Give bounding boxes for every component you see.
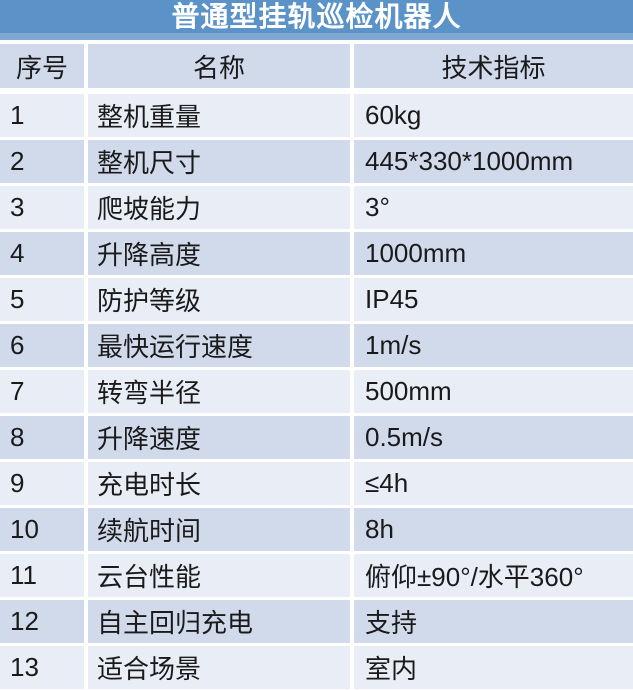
row-cell-index: 4 [0,232,84,275]
row-cell-name: 防护等级 [88,278,350,321]
row-cell-name: 续航时间 [88,508,350,551]
row-cell-index: 8 [0,416,84,459]
table-row: 12 自主回归充电 支持 [0,600,633,643]
row-cell-spec: 1m/s [354,324,633,367]
row-cell-index: 3 [0,186,84,229]
row-cell-index: 6 [0,324,84,367]
row-cell-spec: 8h [354,508,633,551]
row-cell-spec: 1000mm [354,232,633,275]
header-cell-name: 名称 [88,44,350,88]
table-row: 2 整机尺寸 445*330*1000mm [0,140,633,183]
table-row: 3 爬坡能力 3° [0,186,633,229]
row-cell-name: 适合场景 [88,646,350,689]
row-cell-spec: 俯仰±90°/水平360° [354,554,633,597]
row-cell-index: 10 [0,508,84,551]
row-cell-spec: 60kg [354,94,633,137]
row-cell-name: 转弯半径 [88,370,350,413]
row-cell-name: 自主回归充电 [88,600,350,643]
row-cell-index: 1 [0,94,84,137]
row-cell-spec: 500mm [354,370,633,413]
row-cell-index: 7 [0,370,84,413]
row-cell-name: 最快运行速度 [88,324,350,367]
row-cell-name: 爬坡能力 [88,186,350,229]
row-cell-index: 11 [0,554,84,597]
table-row: 11 云台性能 俯仰±90°/水平360° [0,554,633,597]
table-row: 5 防护等级 IP45 [0,278,633,321]
table-row: 6 最快运行速度 1m/s [0,324,633,367]
row-cell-name: 整机重量 [88,94,350,137]
row-cell-name: 云台性能 [88,554,350,597]
row-cell-index: 13 [0,646,84,689]
row-cell-name: 升降速度 [88,416,350,459]
table-row: 13 适合场景 室内 [0,646,633,689]
table-row: 9 充电时长 ≤4h [0,462,633,505]
table-row: 8 升降速度 0.5m/s [0,416,633,459]
table-title: 普通型挂轨巡检机器人 [171,1,462,32]
table-row: 4 升降高度 1000mm [0,232,633,275]
row-cell-index: 2 [0,140,84,183]
row-cell-spec: 445*330*1000mm [354,140,633,183]
row-cell-index: 9 [0,462,84,505]
row-cell-name: 充电时长 [88,462,350,505]
table-body: 1 整机重量 60kg 2 整机尺寸 445*330*1000mm 3 爬坡能力 3° 4 升降高度… [0,94,633,689]
table-title-bar: 普通型挂轨巡检机器人 [0,0,633,40]
table-row: 7 转弯半径 500mm [0,370,633,413]
row-cell-index: 5 [0,278,84,321]
row-cell-name: 整机尺寸 [88,140,350,183]
row-cell-spec: IP45 [354,278,633,321]
row-cell-spec: 0.5m/s [354,416,633,459]
row-cell-spec: 室内 [354,646,633,689]
row-cell-index: 12 [0,600,84,643]
row-cell-spec: ≤4h [354,462,633,505]
header-cell-index: 序号 [0,44,84,88]
header-cell-spec: 技术指标 [354,44,633,88]
table-row: 10 续航时间 8h [0,508,633,551]
table-row: 1 整机重量 60kg [0,94,633,137]
row-cell-name: 升降高度 [88,232,350,275]
row-cell-spec: 3° [354,186,633,229]
table-header-row: 序号 名称 技术指标 [0,44,633,88]
row-cell-spec: 支持 [354,600,633,643]
